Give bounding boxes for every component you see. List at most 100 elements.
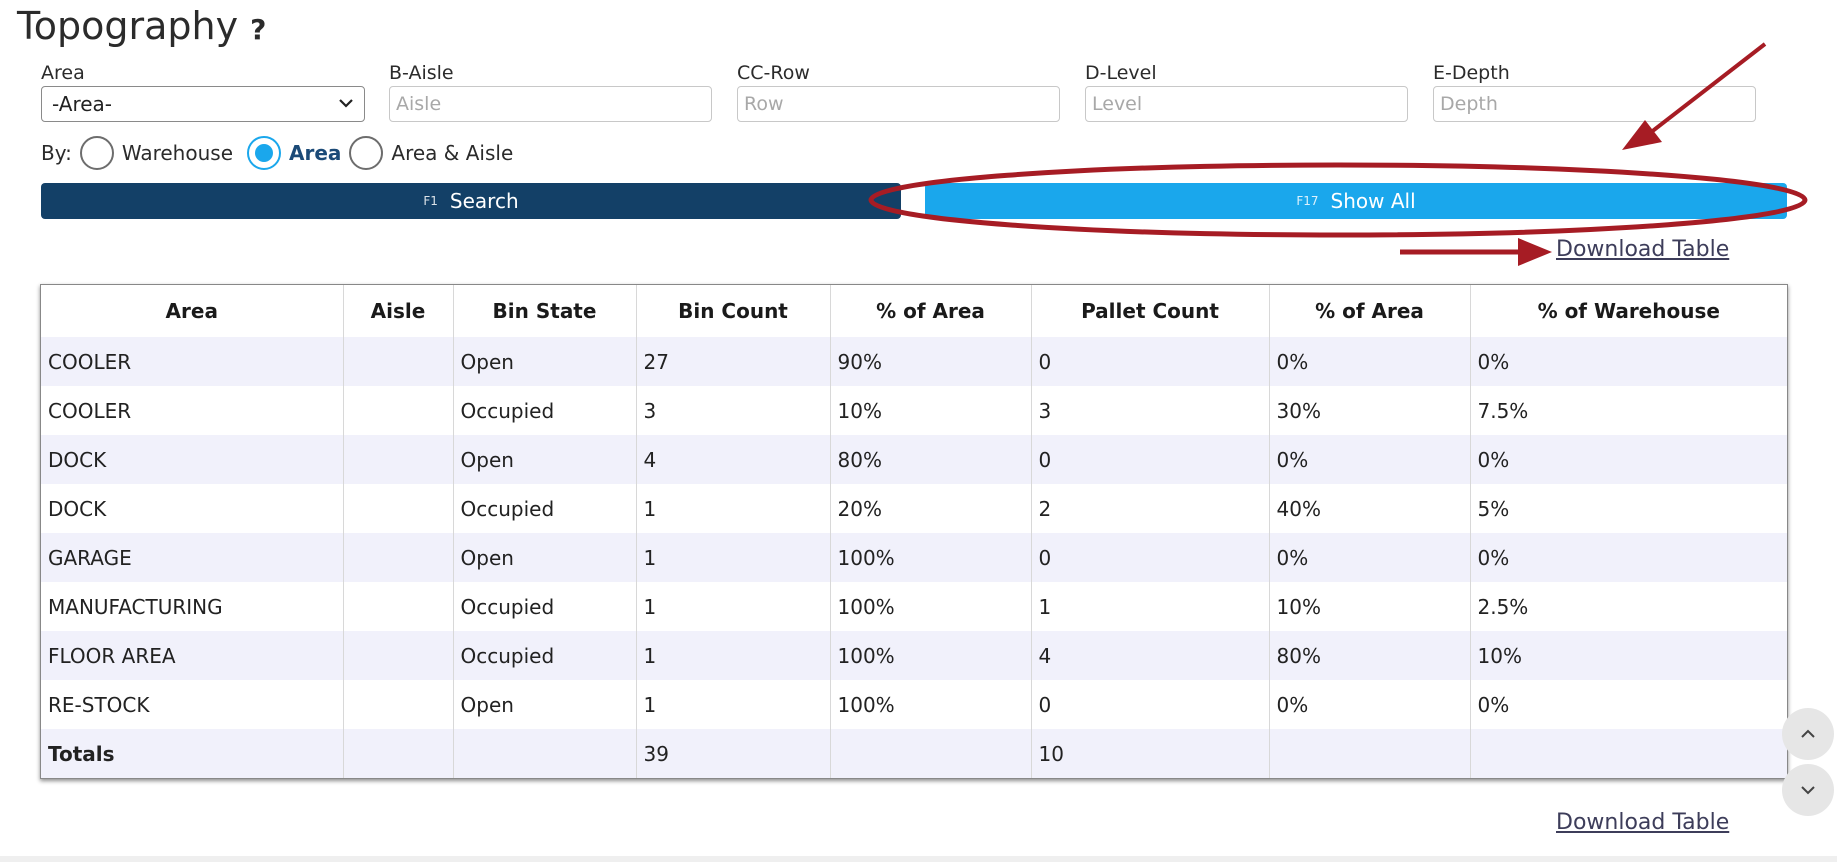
depth-input[interactable]: Depth: [1433, 86, 1756, 122]
cell-pct-warehouse: 0%: [1470, 337, 1787, 386]
cell-area: COOLER: [41, 337, 344, 386]
scroll-up-button[interactable]: [1782, 708, 1834, 760]
cell-pallet-count: 0: [1031, 533, 1270, 582]
cell-bin-pct-area: 100%: [830, 582, 1032, 631]
cell-pct-warehouse: 5%: [1470, 484, 1787, 533]
row-filter-label: CC-Row: [737, 62, 810, 84]
column-header-area[interactable]: Area: [41, 285, 344, 337]
annotation-arrow-horizontal: [1400, 238, 1552, 266]
column-header-bin-count[interactable]: Bin Count: [636, 285, 831, 337]
cell-bin-count: 1: [636, 631, 831, 680]
row-input[interactable]: Row: [737, 86, 1060, 122]
column-header-pct-warehouse[interactable]: % of Warehouse: [1470, 285, 1787, 337]
area-select[interactable]: -Area-: [41, 86, 365, 122]
cell-pallet-count: 0: [1031, 435, 1270, 484]
radio-area-aisle[interactable]: [349, 136, 384, 170]
cell-aisle: [343, 484, 454, 533]
cell-pallet-pct-area: 0%: [1269, 680, 1471, 729]
cell-bin-pct-area: 100%: [830, 631, 1032, 680]
table-row: COOLER Occupied 3 10% 3 30% 7.5%: [41, 386, 1787, 435]
scroll-down-button[interactable]: [1782, 764, 1834, 816]
cell-pallet-count: 0: [1031, 337, 1270, 386]
table-header-row: Area Aisle Bin State Bin Count % of Area…: [41, 285, 1787, 337]
help-icon[interactable]: ?: [250, 12, 267, 46]
cell-bin-count: 3: [636, 386, 831, 435]
cell-area: GARAGE: [41, 533, 344, 582]
radio-area-label[interactable]: Area: [289, 141, 342, 165]
cell-bin-count: 1: [636, 582, 831, 631]
totals-pallet-pct-area: [1269, 729, 1471, 778]
cell-bin-pct-area: 20%: [830, 484, 1032, 533]
topography-table: Area Aisle Bin State Bin Count % of Area…: [40, 284, 1788, 779]
cell-aisle: [343, 680, 454, 729]
cell-bin-count: 1: [636, 484, 831, 533]
radio-warehouse[interactable]: [79, 136, 114, 170]
cell-bin-pct-area: 90%: [830, 337, 1032, 386]
column-header-bin-pct-area[interactable]: % of Area: [830, 285, 1032, 337]
cell-bin-count: 1: [636, 680, 831, 729]
show-all-button-label: Show All: [1330, 189, 1416, 213]
cell-bin-state: Open: [453, 533, 637, 582]
column-header-pallet-count[interactable]: Pallet Count: [1031, 285, 1270, 337]
totals-bin-pct-area: [830, 729, 1032, 778]
aisle-input[interactable]: Aisle: [389, 86, 712, 122]
totals-pallet-count: 10: [1031, 729, 1270, 778]
group-by-label: By:: [41, 141, 72, 165]
cell-bin-count: 27: [636, 337, 831, 386]
cell-aisle: [343, 386, 454, 435]
cell-bin-state: Occupied: [453, 631, 637, 680]
cell-aisle: [343, 337, 454, 386]
cell-area: COOLER: [41, 386, 344, 435]
cell-pallet-count: 1: [1031, 582, 1270, 631]
cell-pct-warehouse: 0%: [1470, 435, 1787, 484]
cell-pallet-pct-area: 80%: [1269, 631, 1471, 680]
depth-filter-label: E-Depth: [1433, 62, 1510, 84]
cell-bin-state: Occupied: [453, 484, 637, 533]
cell-bin-pct-area: 100%: [830, 680, 1032, 729]
cell-pallet-count: 3: [1031, 386, 1270, 435]
radio-warehouse-label[interactable]: Warehouse: [121, 141, 233, 165]
cell-pallet-pct-area: 0%: [1269, 337, 1471, 386]
cell-bin-state: Open: [453, 337, 637, 386]
cell-aisle: [343, 582, 454, 631]
cell-pct-warehouse: 0%: [1470, 533, 1787, 582]
depth-filter: E-Depth Depth: [1433, 62, 1756, 122]
column-header-aisle[interactable]: Aisle: [343, 285, 454, 337]
cell-pct-warehouse: 10%: [1470, 631, 1787, 680]
cell-pallet-count: 2: [1031, 484, 1270, 533]
cell-pallet-pct-area: 0%: [1269, 533, 1471, 582]
download-table-link-top[interactable]: Download Table: [1556, 237, 1730, 262]
group-by-radio-group: By: Warehouse Area Area & Aisle: [41, 135, 513, 171]
cell-pct-warehouse: 2.5%: [1470, 582, 1787, 631]
download-table-link-bottom[interactable]: Download Table: [1556, 810, 1730, 835]
column-header-pallet-pct-area[interactable]: % of Area: [1269, 285, 1471, 337]
cell-bin-pct-area: 80%: [830, 435, 1032, 484]
cell-pct-warehouse: 0%: [1470, 680, 1787, 729]
level-filter: D-Level Level: [1085, 62, 1408, 122]
cell-area: DOCK: [41, 484, 344, 533]
column-header-bin-state[interactable]: Bin State: [453, 285, 637, 337]
cell-area: FLOOR AREA: [41, 631, 344, 680]
search-button[interactable]: F1 Search: [41, 183, 901, 219]
cell-bin-state: Open: [453, 680, 637, 729]
totals-bin-state: [453, 729, 637, 778]
show-all-button[interactable]: F17 Show All: [925, 183, 1787, 219]
chevron-up-icon: [1801, 729, 1815, 738]
cell-bin-count: 4: [636, 435, 831, 484]
page-title: Topography: [17, 4, 239, 48]
table-row: MANUFACTURING Occupied 1 100% 1 10% 2.5%: [41, 582, 1787, 631]
page-title-group: Topography ?: [17, 4, 266, 48]
cell-pallet-count: 4: [1031, 631, 1270, 680]
radio-area-aisle-label[interactable]: Area & Aisle: [391, 141, 514, 165]
cell-bin-state: Occupied: [453, 386, 637, 435]
search-shortcut-key: F1: [423, 194, 438, 208]
area-filter-label: Area: [41, 62, 85, 84]
totals-row: Totals 39 10: [41, 729, 1787, 778]
radio-area[interactable]: [247, 136, 281, 170]
cell-bin-pct-area: 10%: [830, 386, 1032, 435]
level-input[interactable]: Level: [1085, 86, 1408, 122]
aisle-filter: B-Aisle Aisle: [389, 62, 712, 122]
cell-area: DOCK: [41, 435, 344, 484]
table-row: RE-STOCK Open 1 100% 0 0% 0%: [41, 680, 1787, 729]
cell-aisle: [343, 631, 454, 680]
